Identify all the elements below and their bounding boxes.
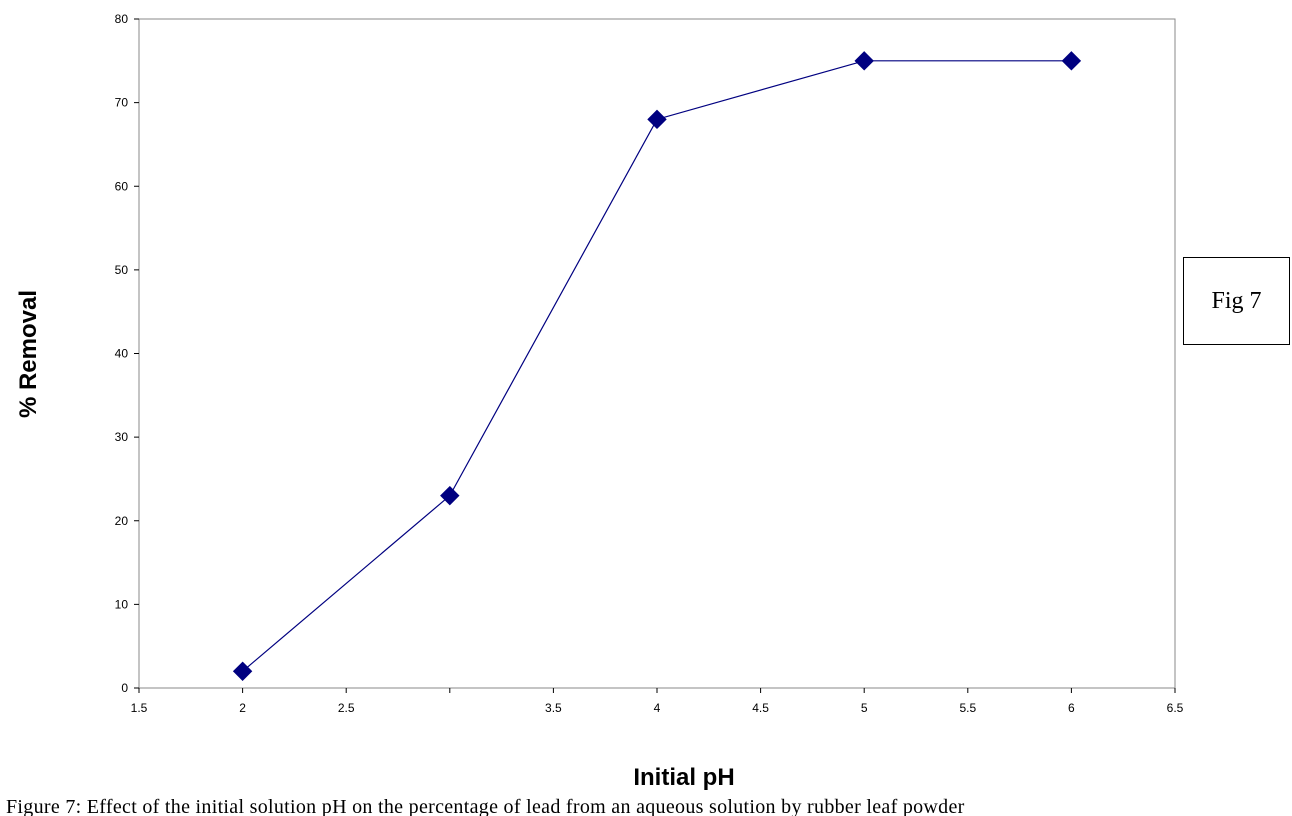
data-point-marker	[1061, 51, 1082, 71]
x-tick-label: 6	[1068, 701, 1075, 715]
figure-label-box: Fig 7	[1183, 257, 1290, 345]
x-tick-label: 5.5	[959, 701, 976, 715]
x-tick-label: 4	[654, 701, 661, 715]
y-tick-label: 40	[115, 347, 129, 361]
x-axis-title: Initial pH	[633, 764, 734, 791]
plot-area	[138, 18, 1176, 689]
figure-caption: Figure 7: Effect of the initial solution…	[6, 796, 965, 816]
y-tick-label: 50	[115, 263, 129, 277]
series-layer	[232, 51, 1082, 681]
x-tick-label: 3.5	[545, 701, 562, 715]
x-tick-label: 6.5	[1167, 701, 1184, 715]
y-tick-label: 60	[115, 179, 129, 193]
axes: 1.5 2 2.5 3.5 4 4.5 5 5.5 6 6.5 0 10 20 30 40 50 60 70 80	[115, 12, 1184, 715]
y-tick-label: 80	[115, 12, 129, 26]
x-tick-label: 4.5	[752, 701, 769, 715]
x-tick-label: 1.5	[131, 701, 148, 715]
y-axis-title: % Removal	[15, 290, 42, 418]
y-tick-label: 30	[115, 430, 129, 444]
data-point-marker	[854, 51, 874, 71]
y-tick-label: 70	[115, 96, 129, 110]
data-point-marker	[647, 109, 667, 130]
x-tick-label: 2.5	[338, 701, 355, 715]
figure-label: Fig 7	[1211, 287, 1262, 314]
y-tick-label: 10	[115, 597, 129, 611]
x-tick-label: 2	[239, 701, 246, 715]
x-tick-label: 5	[861, 701, 868, 715]
y-tick-label: 0	[121, 681, 128, 695]
y-tick-label: 20	[115, 514, 129, 528]
data-point-marker	[232, 661, 253, 681]
data-point-marker	[440, 485, 460, 506]
